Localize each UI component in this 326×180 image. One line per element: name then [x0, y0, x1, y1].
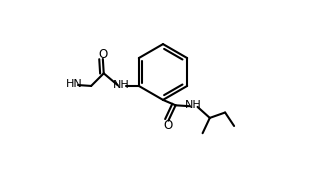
Text: NH: NH [185, 100, 202, 111]
Text: O: O [98, 48, 108, 61]
Text: HN: HN [66, 79, 82, 89]
Text: O: O [163, 119, 172, 132]
Text: NH: NH [113, 80, 130, 90]
